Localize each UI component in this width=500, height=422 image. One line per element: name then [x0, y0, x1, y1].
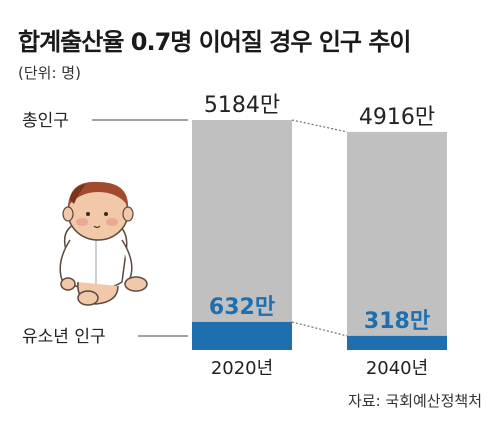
youth-connector-line [291, 321, 348, 337]
source-note: 자료: 국회예산정책처 [347, 392, 482, 410]
unit-label: (단위: 명) [18, 64, 81, 82]
youth-bar-2040년 [347, 335, 447, 350]
total-connector-line [291, 119, 348, 133]
total-series-label: 총인구 [22, 111, 69, 131]
youth-series-label: 유소년 인구 [22, 327, 106, 347]
total-bar-2040년 [347, 131, 447, 350]
youth-value-label: 318만 [364, 309, 430, 334]
youth-bar-2020년 [192, 321, 292, 350]
youth-value-label: 632만 [209, 295, 275, 320]
category-tick-label: 2020년 [211, 358, 273, 379]
category-tick-label: 2040년 [366, 358, 428, 379]
total-value-label: 4916만 [359, 105, 435, 130]
chart-title: 합계출산율 0.7명 이어질 경우 인구 추이 [18, 28, 411, 56]
total-bar-2020년 [192, 120, 292, 350]
total-value-label: 5184만 [204, 93, 280, 118]
baby-illustration [59, 181, 148, 306]
